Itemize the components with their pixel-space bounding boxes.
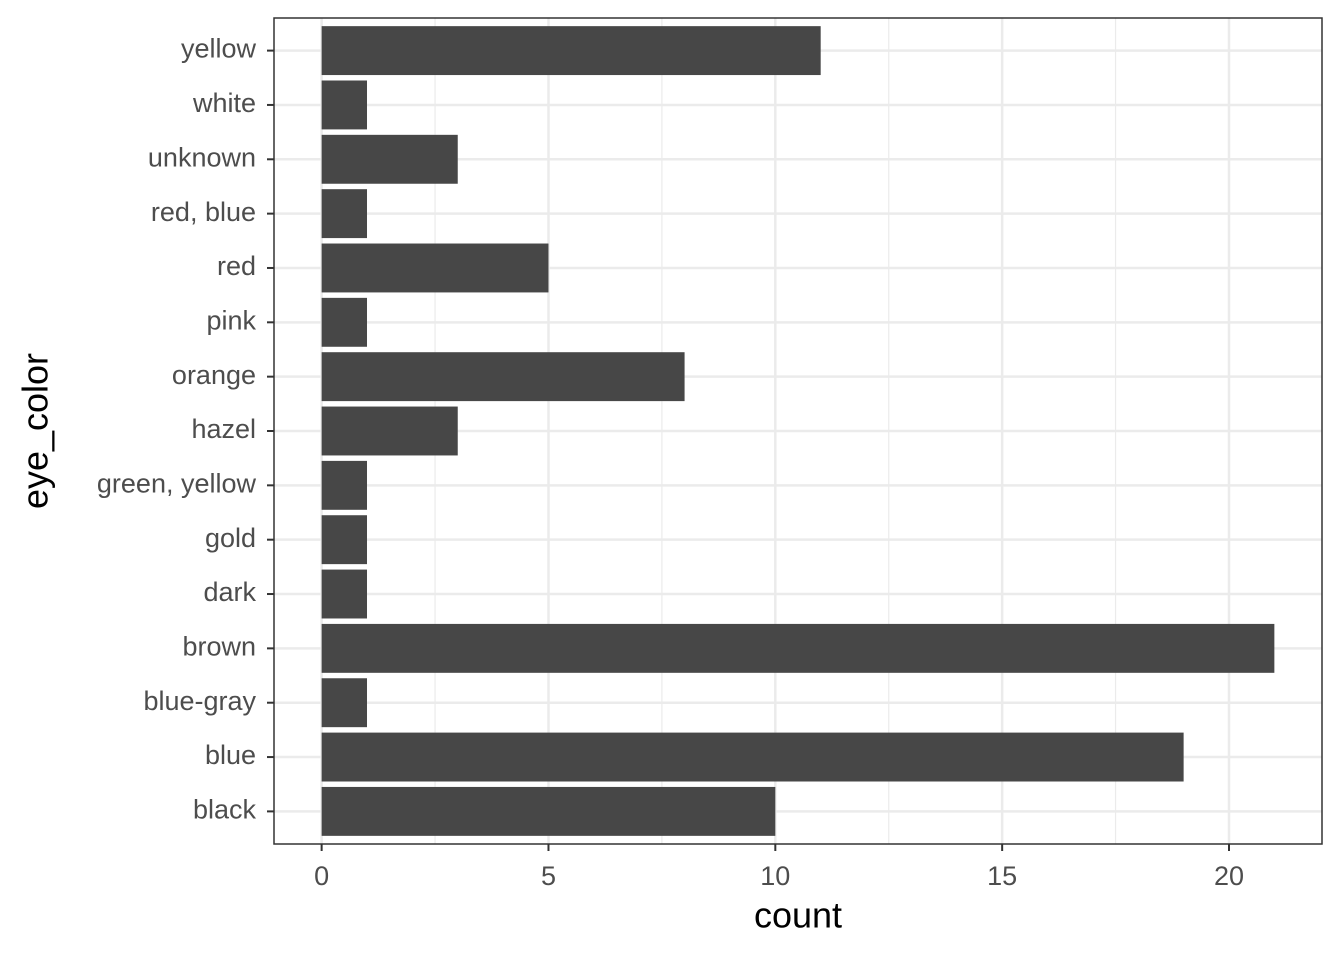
bar (321, 515, 368, 565)
y-tick-label: green, yellow (97, 468, 257, 498)
bar (321, 297, 368, 347)
bar (321, 623, 1275, 673)
y-tick-label: black (193, 795, 257, 825)
bar (321, 678, 368, 728)
x-tick-label: 20 (1214, 861, 1244, 891)
y-axis-title: eye_color (15, 353, 56, 509)
x-tick-label: 15 (987, 861, 1017, 891)
bar (321, 569, 368, 619)
y-tick-label: red, blue (151, 197, 256, 227)
bar (321, 80, 368, 130)
y-tick-label: brown (182, 631, 256, 661)
bar (321, 460, 368, 510)
y-tick-label: pink (206, 305, 256, 335)
y-tick-label: blue (205, 740, 256, 770)
x-tick-label: 0 (314, 861, 329, 891)
bars (321, 26, 1275, 836)
x-axis-title: count (754, 895, 842, 936)
bar (321, 26, 821, 76)
y-tick-label: white (192, 88, 256, 118)
y-tick-label: gold (205, 523, 256, 553)
x-tick-label: 5 (541, 861, 556, 891)
bar (321, 134, 458, 184)
bar (321, 352, 685, 402)
bar (321, 189, 368, 239)
axes: 0 5 10 15 20 black blue blue-gray brown dark gold g… (97, 34, 1244, 891)
y-tick-label: yellow (181, 34, 257, 64)
y-tick-label: blue-gray (143, 686, 256, 716)
bar (321, 406, 458, 456)
y-tick-label: red (217, 251, 256, 281)
y-tick-label: hazel (191, 414, 256, 444)
y-tick-label: orange (172, 360, 256, 390)
bar (321, 786, 776, 836)
y-tick-label: dark (203, 577, 256, 607)
y-tick-label: unknown (148, 142, 256, 172)
bar (321, 243, 549, 293)
x-tick-label: 10 (760, 861, 790, 891)
bar (321, 732, 1184, 782)
